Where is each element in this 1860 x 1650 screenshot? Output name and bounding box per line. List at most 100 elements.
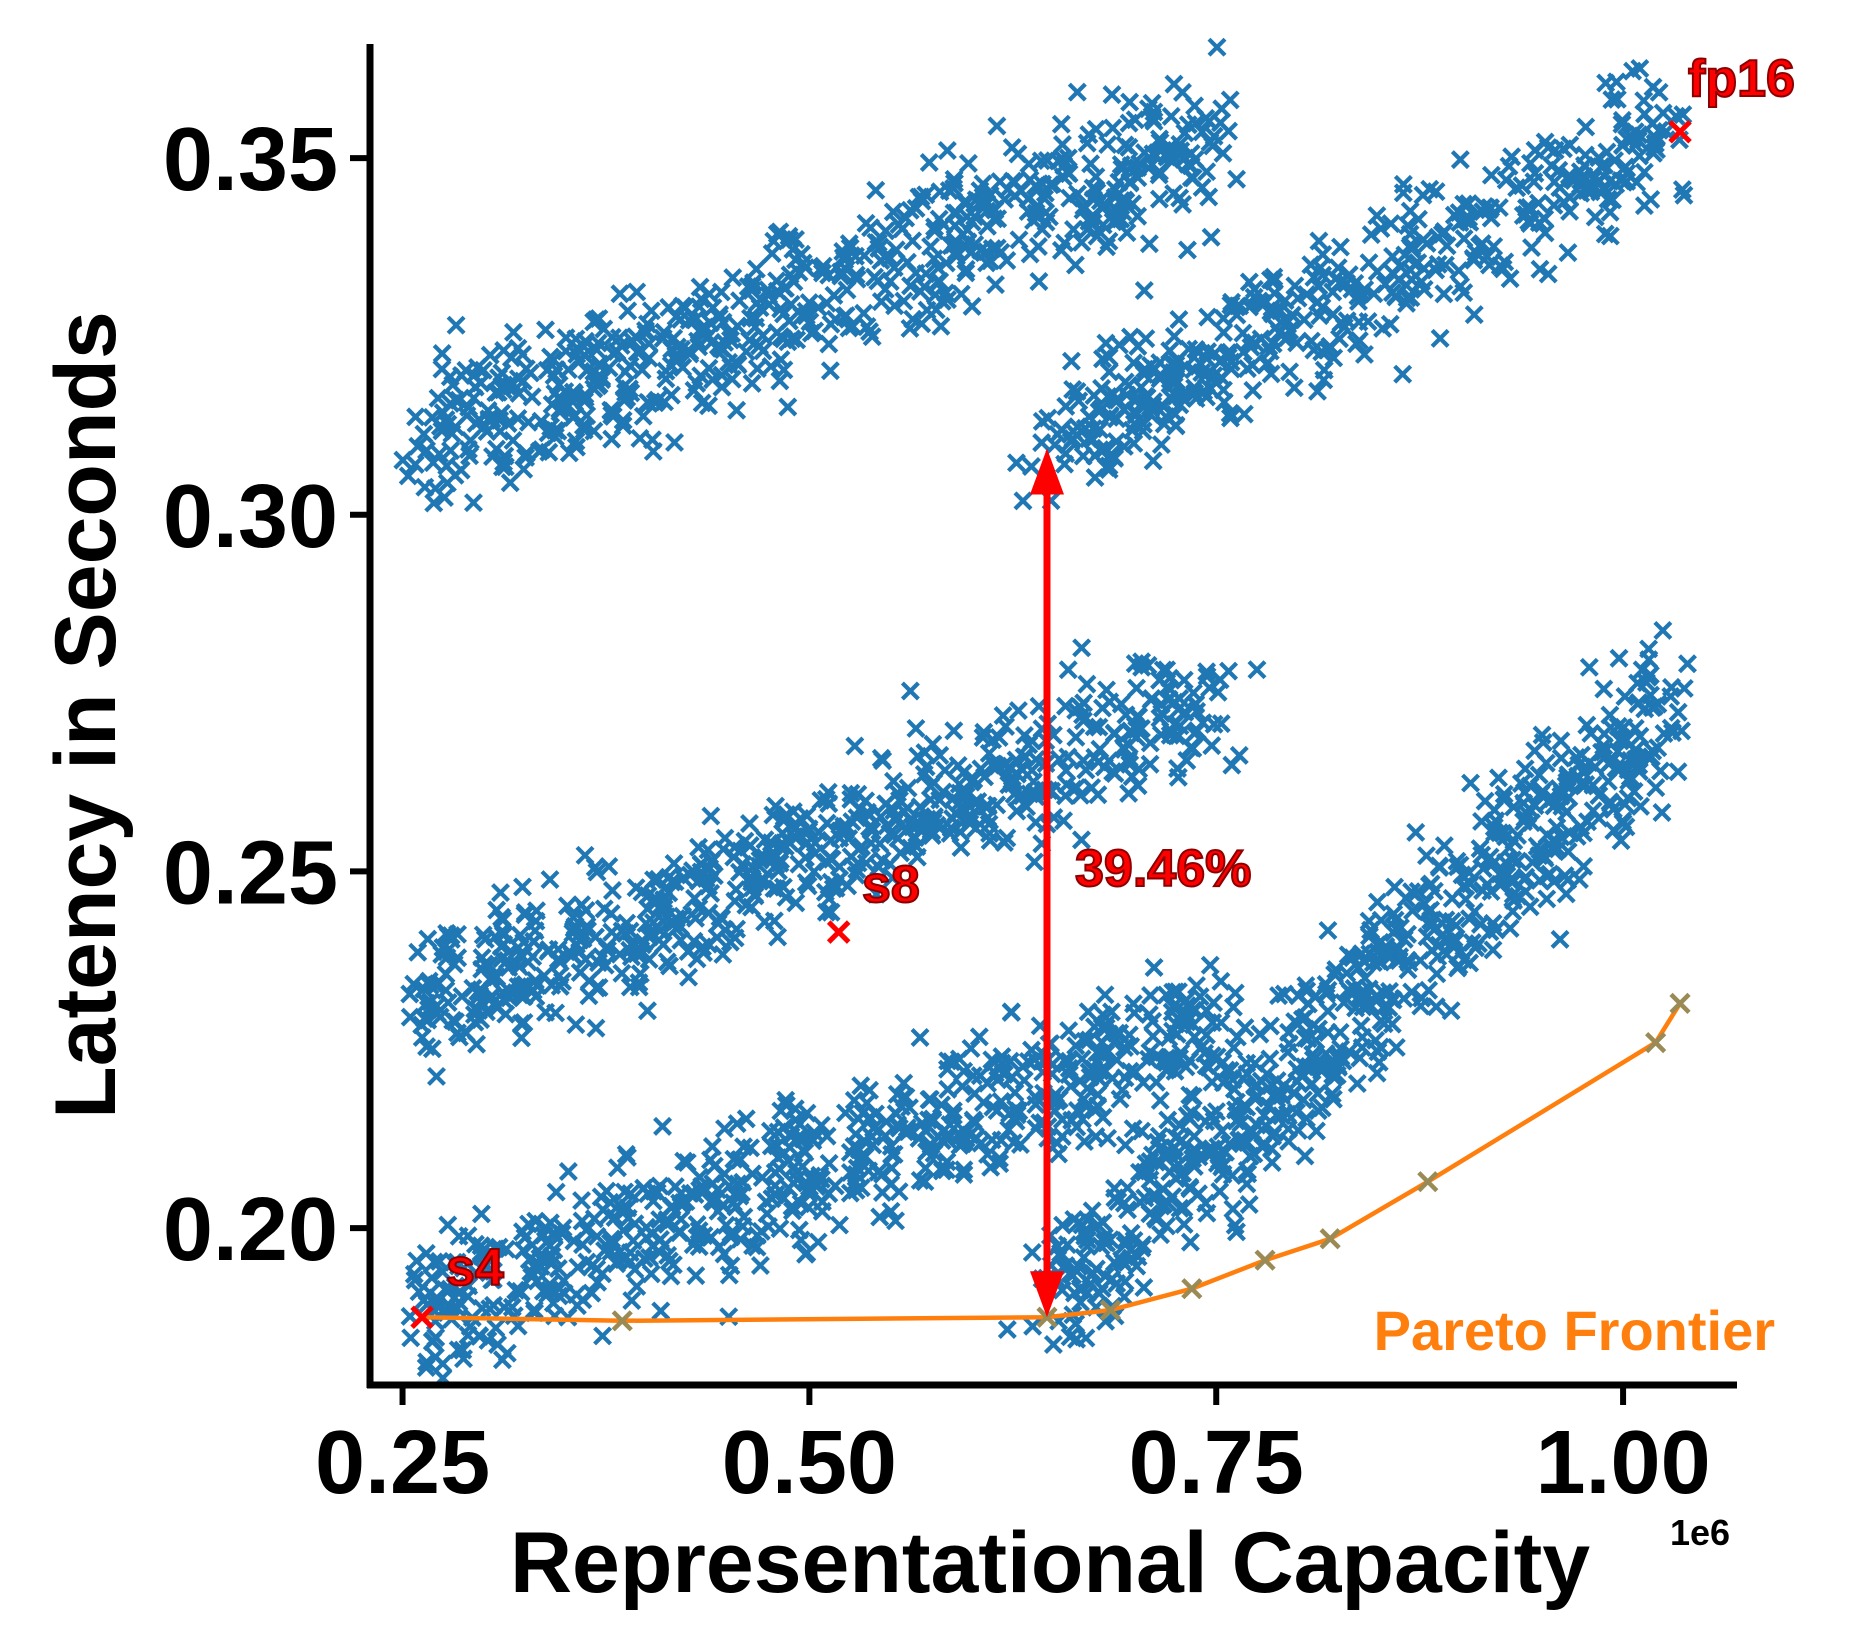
scatter-point	[1589, 785, 1609, 805]
scatter-point	[1052, 1110, 1072, 1130]
scatter-point	[1648, 694, 1668, 714]
scatter-point	[700, 1150, 720, 1170]
scatter-point	[433, 1262, 453, 1282]
scatter-point	[1615, 794, 1635, 814]
scatter-point	[782, 1201, 802, 1221]
scatter-point	[1486, 920, 1506, 940]
scatter-point	[1620, 767, 1640, 787]
scatter-point	[1083, 419, 1103, 439]
scatter-point	[434, 487, 454, 507]
scatter-point	[727, 400, 747, 420]
scatter-point	[1072, 232, 1092, 252]
scatter-point	[740, 308, 760, 328]
scatter-point	[742, 868, 762, 888]
scatter-point	[1475, 791, 1495, 811]
scatter-point	[575, 845, 595, 865]
scatter-point	[765, 1176, 785, 1196]
scatter-point	[538, 1284, 558, 1304]
scatter-point	[1056, 786, 1075, 806]
scatter-point	[1158, 1110, 1178, 1130]
scatter-point	[1085, 179, 1105, 199]
scatter-point	[713, 1195, 733, 1215]
scatter-point	[491, 883, 511, 903]
scatter-point	[1056, 1256, 1076, 1276]
scatter-point	[835, 1103, 855, 1123]
scatter-point	[1396, 293, 1416, 313]
scatter-point	[1468, 934, 1488, 954]
scatter-point	[1349, 312, 1369, 332]
scatter-point	[969, 1027, 989, 1047]
scatter-point	[423, 453, 443, 473]
scatter-point	[1323, 1065, 1343, 1085]
scatter-point	[1180, 1177, 1200, 1197]
scatter-point	[784, 1157, 804, 1177]
scatter-point	[770, 371, 790, 391]
scatter-point	[805, 321, 825, 341]
scatter-point	[1477, 247, 1497, 267]
scatter-point	[584, 362, 604, 382]
scatter-point	[1214, 323, 1234, 342]
scatter-point	[587, 1226, 607, 1246]
scatter-point	[1071, 1280, 1091, 1300]
scatter-point	[679, 967, 699, 987]
scatter-point	[1347, 1074, 1367, 1094]
scatter-point	[1640, 665, 1660, 685]
scatter-point	[1327, 1065, 1347, 1085]
scatter-point	[1005, 1083, 1025, 1103]
scatter-point	[921, 776, 941, 796]
scatter-point	[830, 1215, 849, 1235]
scatter-point	[1371, 219, 1391, 239]
scatter-point	[761, 356, 781, 376]
scatter-point	[797, 1103, 817, 1123]
scatter-point	[796, 258, 816, 278]
scatter-point	[1318, 920, 1338, 940]
scatter-point	[1532, 725, 1552, 745]
scatter-point	[1066, 1036, 1086, 1056]
scatter-point	[564, 1231, 584, 1251]
scatter-point	[1203, 1013, 1223, 1033]
scatter-point	[1408, 881, 1428, 901]
scatter-point	[1068, 417, 1087, 437]
scatter-point	[633, 406, 653, 426]
scatter-point	[1475, 196, 1495, 216]
scatter-point	[1019, 154, 1039, 174]
scatter-point	[861, 833, 881, 853]
scatter-point	[736, 342, 756, 362]
scatter-point	[1617, 171, 1637, 191]
pareto-point	[1417, 1171, 1439, 1193]
scatter-point	[1333, 1051, 1353, 1071]
scatter-point	[602, 429, 622, 449]
scatter-point	[1134, 1278, 1154, 1298]
scatter-point	[817, 1126, 837, 1146]
scatter-point	[1668, 762, 1688, 782]
scatter-point	[567, 1285, 586, 1305]
scatter-point	[946, 246, 966, 266]
scatter-point	[856, 791, 876, 811]
scatter-point	[957, 207, 977, 227]
scatter-point	[1035, 183, 1055, 203]
scatter-point	[791, 1230, 811, 1250]
scatter-point	[1481, 165, 1501, 185]
scatter-point	[1053, 1215, 1073, 1235]
scatter-point	[821, 830, 841, 850]
y-tick-label: 0.30	[163, 467, 338, 567]
scatter-point	[603, 401, 623, 421]
scatter-point	[861, 218, 881, 238]
scatter-point	[1600, 226, 1620, 246]
scatter-point	[1166, 416, 1186, 436]
scatter-point	[1220, 408, 1240, 428]
scatter-point	[746, 259, 766, 279]
scatter-point	[1097, 680, 1117, 700]
scatter-point	[1340, 983, 1360, 1003]
scatter-point	[873, 751, 893, 771]
scatter-point	[405, 454, 425, 474]
scatter-point	[1099, 460, 1119, 479]
scatter-point	[1227, 305, 1247, 325]
scatter-point	[627, 282, 647, 302]
scatter-point	[1223, 1199, 1243, 1219]
scatter-point	[1099, 362, 1119, 382]
scatter-point	[987, 116, 1007, 136]
scatter-point	[886, 1211, 906, 1231]
scatter-point	[1076, 760, 1096, 780]
scatter-point	[1090, 1061, 1110, 1081]
